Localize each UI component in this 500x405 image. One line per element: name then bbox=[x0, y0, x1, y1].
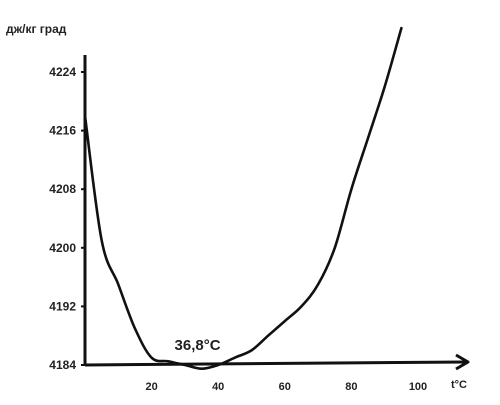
y-ticks: 4184 4192 4200 4208 4216 4224 bbox=[49, 65, 86, 372]
y-tick-label: 4192 bbox=[49, 299, 76, 313]
x-tick-label: 100 bbox=[409, 381, 427, 393]
y-tick-label: 4216 bbox=[49, 124, 76, 138]
axes bbox=[83, 55, 470, 371]
min-temperature-annotation: 36,8°C bbox=[175, 337, 221, 354]
x-tick-label: 20 bbox=[145, 381, 157, 393]
y-tick-label: 4200 bbox=[49, 241, 76, 255]
y-tick-label: 4208 bbox=[49, 182, 76, 196]
x-tick-label: 40 bbox=[212, 381, 224, 393]
x-axis-label: t°C bbox=[451, 379, 467, 391]
y-tick-label: 4224 bbox=[49, 65, 76, 79]
x-ticks: 20 40 60 80 100 bbox=[145, 381, 427, 393]
x-axis-line bbox=[84, 360, 467, 367]
y-axis-label: дж/кг град bbox=[6, 22, 67, 36]
x-tick-label: 80 bbox=[345, 381, 357, 393]
x-tick-label: 60 bbox=[279, 381, 291, 393]
x-axis-arrow bbox=[455, 353, 470, 371]
data-curve bbox=[83, 26, 403, 370]
y-tick-label: 4184 bbox=[49, 358, 76, 372]
